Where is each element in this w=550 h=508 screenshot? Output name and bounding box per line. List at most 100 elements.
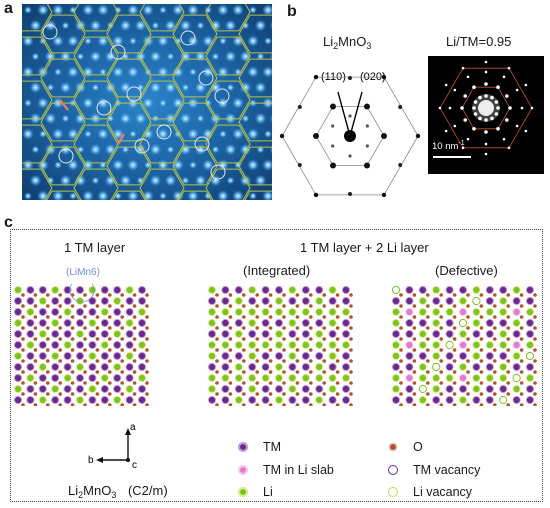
marked-circle: [110, 44, 126, 60]
lattice-atom: [391, 340, 401, 350]
lattice-atom: [137, 318, 147, 328]
atom-spot: [84, 37, 92, 45]
oxygen-atom: [268, 370, 273, 374]
honeycomb-cell: [205, 124, 251, 164]
oxygen-atom: [58, 359, 62, 363]
lattice-atom: [13, 351, 23, 361]
oxygen-atom: [412, 370, 417, 374]
oxygen-atom: [83, 304, 87, 308]
lattice-atom: [274, 395, 284, 405]
oxygen-atom: [282, 359, 286, 363]
atom-spot: [249, 6, 257, 14]
atom-spot: [142, 4, 154, 16]
oxygen-atom: [21, 348, 25, 352]
oxygen-atom: [33, 370, 38, 374]
oxygen-atom: [452, 326, 457, 330]
oxygen-atom: [95, 359, 100, 363]
saed-spot: [504, 118, 509, 122]
oxygen-atom: [46, 337, 50, 341]
oxygen-atom: [426, 403, 430, 406]
oxygen-atom: [412, 293, 417, 297]
saed-spot: [496, 106, 500, 110]
saed-spot: [496, 126, 500, 131]
oxygen-atom: [228, 403, 233, 406]
honeycomb-cell: [106, 102, 152, 142]
atom-spot: [69, 192, 77, 200]
atom-spot: [181, 83, 190, 92]
atom-spot: [232, 128, 244, 140]
atom-spot: [189, 161, 197, 169]
oxygen-atom: [242, 370, 246, 374]
lattice-atom: [26, 395, 35, 405]
lattice-atom: [328, 307, 337, 317]
lattice-atom: [125, 362, 134, 372]
oxygen-atom: [399, 315, 403, 319]
oxygen-atom: [132, 326, 137, 330]
lattice-atom: [445, 351, 454, 361]
oxygen-atom: [309, 381, 313, 385]
lattice-atom: [485, 307, 494, 317]
oxygen-atom: [132, 337, 137, 341]
oxygen-atom: [506, 381, 510, 385]
atom-spot: [97, 35, 109, 47]
atom-spot: [46, 83, 55, 92]
oxygen-atom: [282, 381, 286, 385]
pattern-formula: Li2MnO3: [323, 34, 371, 51]
lattice-atom: [445, 362, 454, 372]
oxygen-atom: [439, 293, 443, 297]
oxygen-atom: [33, 304, 38, 308]
oxygen-atom: [268, 381, 273, 385]
oxygen-atom: [58, 315, 62, 319]
honeycomb-cell: [22, 36, 53, 76]
oxygen-atom: [215, 337, 219, 341]
oxygen-atom: [83, 381, 87, 385]
oxygen-atom: [349, 326, 353, 330]
lattice-atom: [512, 285, 521, 295]
lattice-atom: [485, 329, 494, 339]
scale-bar-sup: -1: [458, 140, 465, 147]
oxygen-atom: [335, 326, 340, 330]
lattice-atom: [100, 373, 109, 383]
atom-spot: [112, 35, 124, 47]
oxygen-atom: [479, 315, 484, 319]
lattice-atom: [261, 362, 270, 372]
atom-spot: [82, 97, 94, 109]
honeycomb-cell: [73, 80, 119, 120]
lattice-atom: [13, 362, 23, 372]
lattice-atom: [221, 340, 230, 350]
oxygen-atom: [466, 370, 470, 374]
oxygen-atom: [70, 403, 75, 406]
oxygen-atom: [58, 326, 62, 330]
lattice-atom: [207, 329, 217, 339]
lattice-atom: [525, 318, 535, 328]
lattice-atom: [100, 362, 109, 372]
atom-spot: [24, 99, 32, 107]
lattice-atom: [301, 384, 310, 394]
lattice-atom: [274, 373, 284, 383]
lattice-atom: [512, 351, 521, 361]
lattice-atom: [288, 373, 297, 383]
oxygen-atom: [452, 348, 457, 352]
lattice-atom: [405, 384, 414, 394]
lattice-atom: [100, 329, 109, 339]
oxygen-atom: [242, 293, 246, 297]
saed-spot: [472, 106, 476, 110]
oxygen-atom: [335, 348, 340, 352]
oxygen-atom: [335, 370, 340, 374]
oxygen-atom: [309, 293, 313, 297]
lattice-atom: [341, 340, 351, 350]
lattice-atom: [125, 329, 134, 339]
oxygen-atom: [506, 370, 510, 374]
atom-spot: [247, 66, 259, 78]
lattice-atom: [418, 373, 427, 383]
diffraction-spot: [381, 192, 387, 198]
oxygen-atom: [533, 381, 537, 385]
lattice-atom: [75, 384, 85, 394]
atom-spot: [127, 159, 139, 171]
marked-circle: [180, 30, 196, 46]
saed-spot: [463, 118, 468, 122]
lattice-atom: [418, 329, 427, 339]
lattice-atom: [38, 329, 47, 339]
oxygen-atom: [120, 293, 124, 297]
oxygen-atom: [215, 348, 219, 352]
